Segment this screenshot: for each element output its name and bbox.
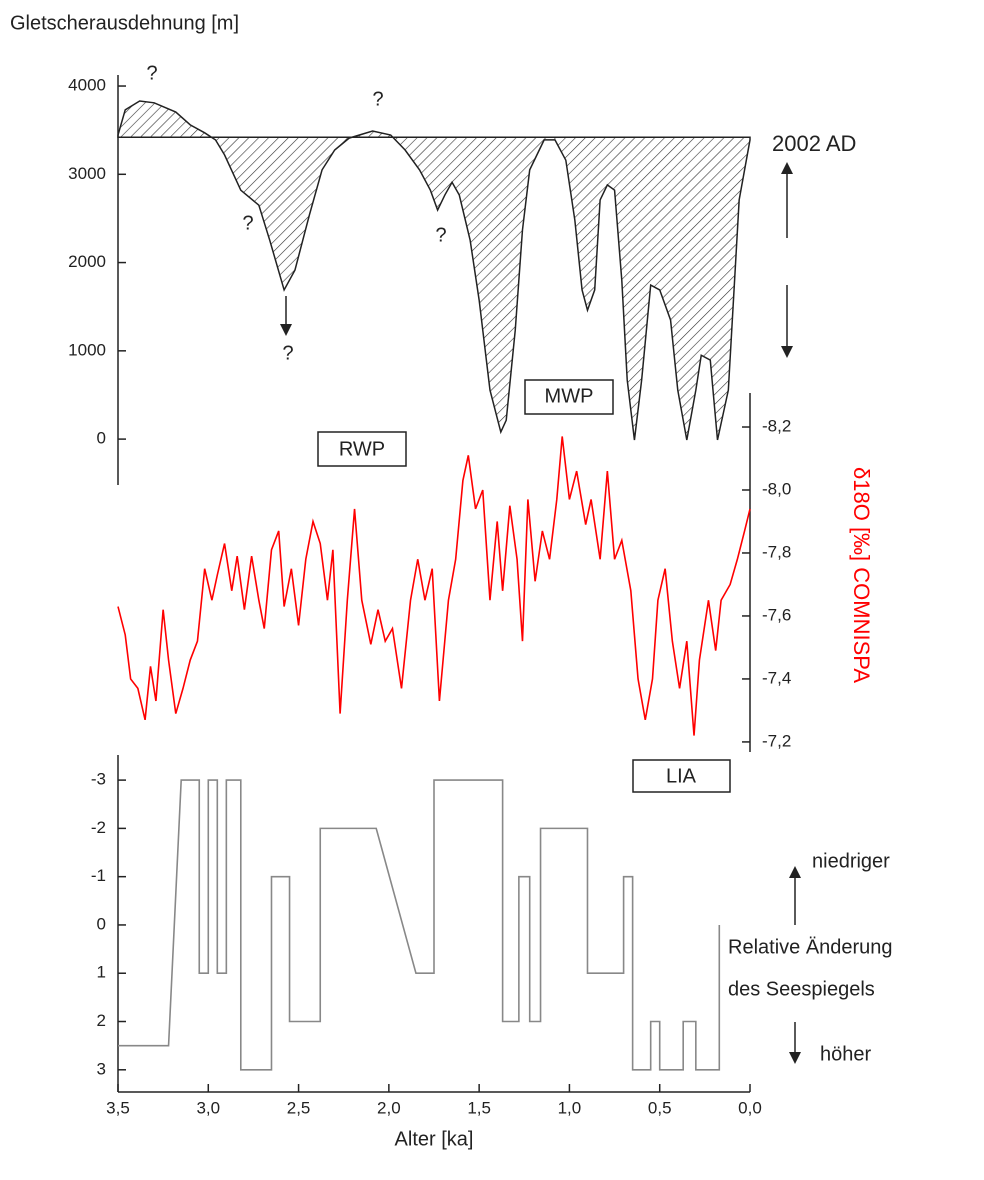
x-axis-label: Alter [ka] <box>395 1128 474 1150</box>
y-tick-label: 3 <box>97 1059 106 1078</box>
y-tick-label: 4000 <box>68 76 106 95</box>
annotation: MWP <box>545 385 594 407</box>
x-tick-label: 1,5 <box>467 1098 491 1117</box>
y-tick-label: 0 <box>97 914 106 933</box>
x-tick-label: 0,5 <box>648 1098 672 1117</box>
x-tick-label: 3,0 <box>196 1098 220 1117</box>
y-tick-label: -7,4 <box>762 668 791 687</box>
annotation: RWP <box>339 438 385 460</box>
annotation: höher <box>820 1043 871 1065</box>
y-tick-label: 2 <box>97 1011 106 1030</box>
y-tick-label: -7,8 <box>762 542 791 561</box>
chart-title: Gletscherausdehnung [m] <box>10 12 239 34</box>
annotation: ? <box>435 224 446 246</box>
y-tick-label: -7,6 <box>762 605 791 624</box>
x-tick-label: 0,0 <box>738 1098 762 1117</box>
baseline-label: 2002 AD <box>772 131 856 156</box>
y-tick-label: 1000 <box>68 340 106 359</box>
x-tick-label: 2,5 <box>287 1098 311 1117</box>
annotation: des Seespiegels <box>728 978 875 1000</box>
y-tick-label: 2000 <box>68 252 106 271</box>
y-tick-label: -2 <box>91 818 106 837</box>
y-tick-label: -1 <box>91 866 106 885</box>
x-tick-label: 2,0 <box>377 1098 401 1117</box>
annotation: LIA <box>666 765 697 787</box>
period-boxes <box>317 379 731 793</box>
x-tick-label: 3,5 <box>106 1098 130 1117</box>
x-tick-label: 1,0 <box>558 1098 582 1117</box>
y-tick-label: 1 <box>97 963 106 982</box>
arrows <box>280 162 801 1064</box>
y-tick-label: -7,2 <box>762 731 791 750</box>
annotation: ? <box>146 62 157 84</box>
annotation: ? <box>242 212 253 234</box>
y-tick-label: 3000 <box>68 164 106 183</box>
annotation: ? <box>372 88 383 110</box>
y-axis-label: δ18O [‰] COMNISPA <box>849 467 874 683</box>
annotation: Relative Änderung <box>728 936 893 958</box>
annotation: ? <box>282 342 293 364</box>
y-tick-label: -8,2 <box>762 416 791 435</box>
annotation: niedriger <box>812 850 890 872</box>
glacier-area <box>117 100 751 441</box>
series-line <box>117 436 751 736</box>
y-tick-label: 0 <box>97 429 106 448</box>
y-tick-label: -8,0 <box>762 479 791 498</box>
series-line <box>118 779 721 1071</box>
y-tick-label: -3 <box>91 770 106 789</box>
